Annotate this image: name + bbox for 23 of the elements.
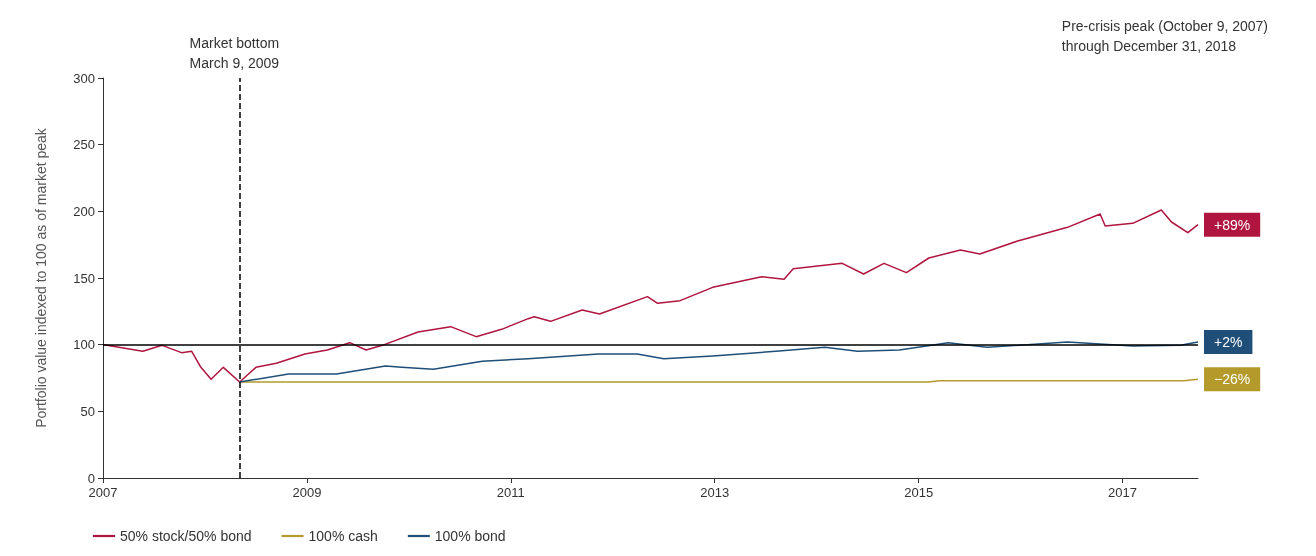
y-tick-label: 200 — [73, 203, 95, 219]
x-tick-label: 2007 — [88, 485, 118, 500]
legend-label: 100% bond — [434, 528, 506, 544]
y-tick-label: 250 — [73, 137, 95, 153]
text: Pre-crisis peak (October 9, 2007) through December 31, 2018 — [1061, 18, 1269, 54]
line-series — [238, 341, 1199, 383]
y-tick-label: 150 — [73, 270, 95, 286]
y-tick-label: 0 — [87, 470, 95, 486]
y-axis-title: Portfolio value indexed to 100 as of market peak — [33, 127, 49, 428]
text: −26% — [1214, 371, 1251, 388]
y-tick-label: 100 — [73, 337, 95, 353]
x-tick-label: 2013 — [700, 485, 730, 500]
x-tick-label: 2009 — [292, 485, 322, 500]
text: +89% — [1214, 216, 1251, 233]
x-tick-label: 2011 — [496, 485, 525, 500]
legend-label: 100% cash — [308, 528, 378, 544]
x-tick-label: 2015 — [904, 485, 934, 500]
legend-label: 50% stock/50% bond — [120, 528, 252, 544]
text: +2% — [1214, 334, 1243, 350]
x-tick-label: 2017 — [1108, 485, 1138, 500]
ref-line-label: Market bottom March 9, 2009 — [189, 35, 280, 71]
y-tick-label: 50 — [80, 403, 95, 419]
y-tick-label: 300 — [73, 70, 95, 86]
